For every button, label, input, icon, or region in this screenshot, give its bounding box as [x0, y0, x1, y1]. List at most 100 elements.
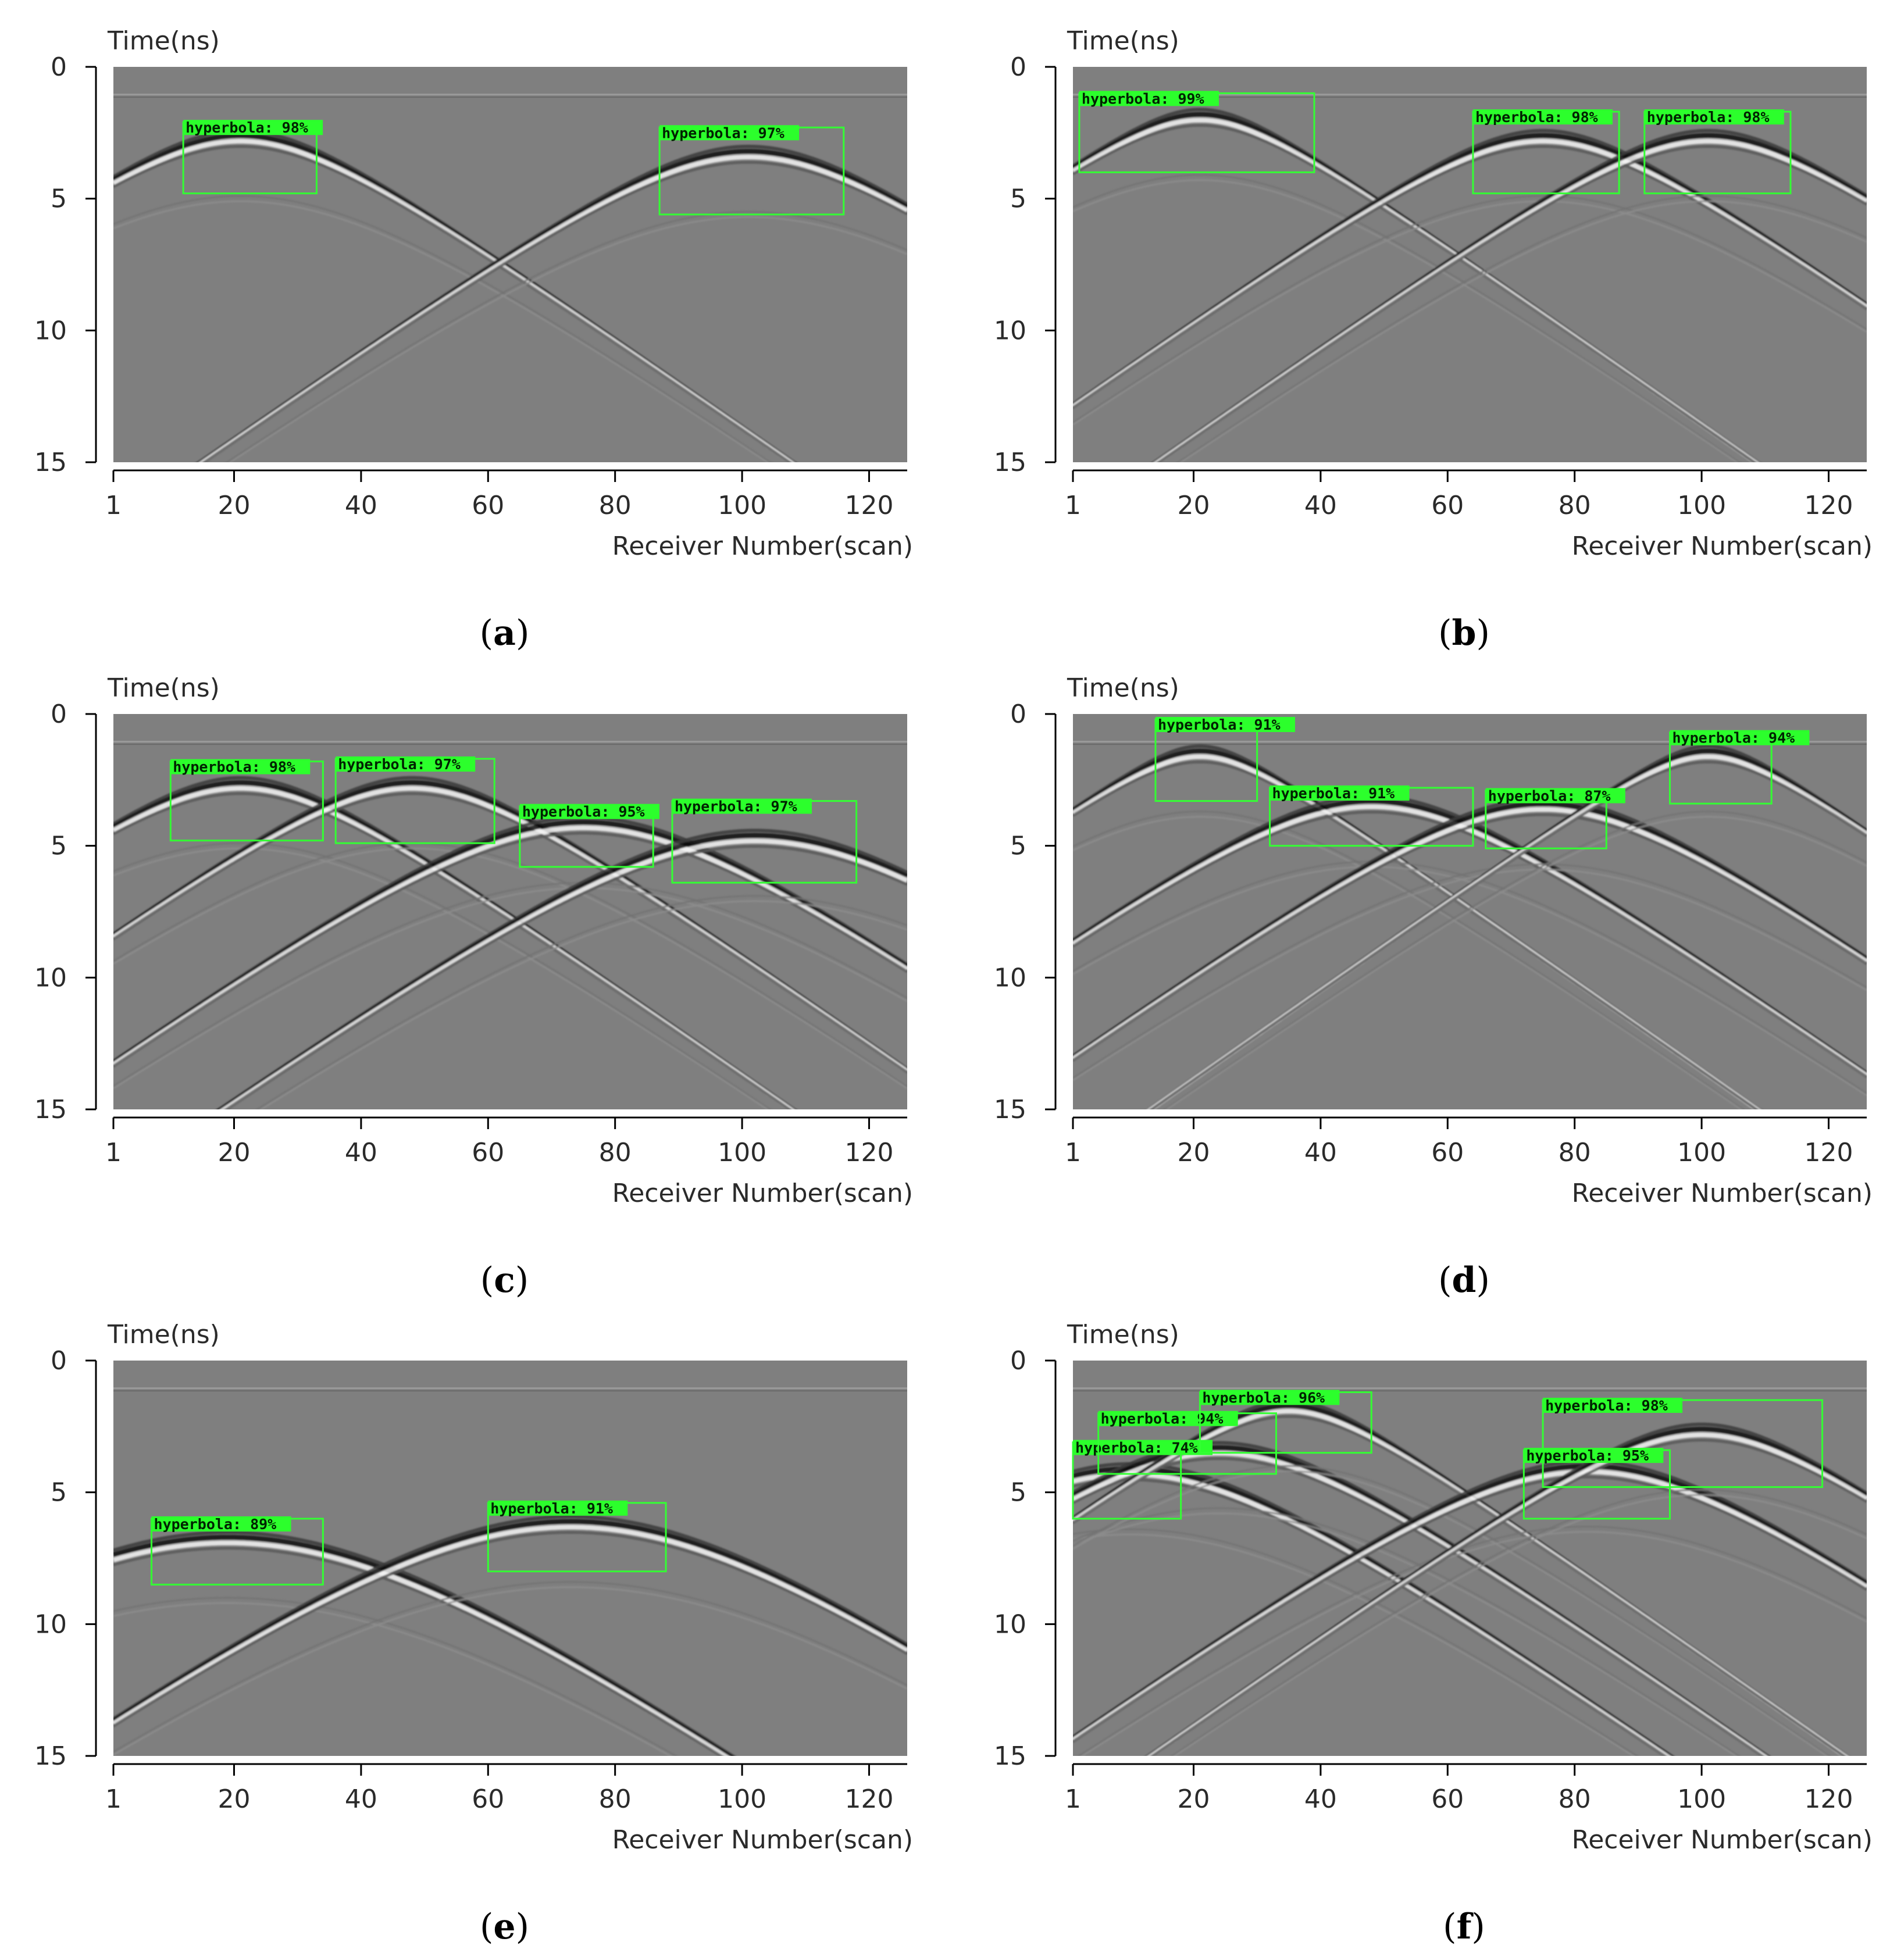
- hyperbola-curve: [1073, 1507, 1741, 1756]
- panel-caption: (e): [480, 1907, 529, 1947]
- hyperbola-curve: [1073, 1475, 1867, 1743]
- caption-paren-close: ): [1476, 613, 1489, 654]
- hyperbola-curve: [1073, 807, 1867, 1061]
- x-tick-label: 60: [1431, 491, 1464, 520]
- y-tick-label: 15: [994, 448, 1026, 477]
- y-axis-title: Time(ns): [1067, 26, 1179, 56]
- y-axis-title: Time(ns): [1067, 673, 1179, 703]
- hyperbola-curve: [1073, 174, 1741, 462]
- caption-paren-open: (: [480, 613, 493, 654]
- panel-c: hyperbola: 98% hyperbola: 97% hyperbola: 9…: [34, 673, 913, 1301]
- x-tick-label: 20: [217, 491, 250, 520]
- caption-paren-open: (: [1438, 613, 1452, 654]
- x-tick-label: 120: [1804, 491, 1853, 520]
- x-tick-label: 100: [718, 491, 766, 520]
- detection-label: hyperbola: 89%: [154, 1516, 277, 1533]
- detection-label: hyperbola: 87%: [1488, 787, 1611, 804]
- hyperbola-curve: [113, 825, 907, 1067]
- hyperbola-curve: [1073, 811, 1867, 1079]
- caption-paren-open: (: [1443, 1907, 1456, 1947]
- caption-paren-close: ): [1476, 1260, 1489, 1301]
- hyperbola-group: [113, 1515, 907, 1756]
- y-tick-label: 15: [994, 1095, 1026, 1124]
- x-tick-label: 1: [105, 1784, 122, 1814]
- detection-label: hyperbola: 98%: [1475, 109, 1598, 126]
- y-tick-label: 5: [1010, 831, 1026, 861]
- caption-paren-open: (: [480, 1907, 493, 1947]
- detection-label: hyperbola: 98%: [186, 119, 308, 136]
- detection-label: hyperbola: 91%: [1158, 716, 1281, 733]
- x-tick-label: 40: [1304, 491, 1337, 520]
- hyperbola-group: [1073, 108, 1867, 462]
- x-tick-label: 1: [1065, 1138, 1081, 1168]
- caption-letter: e: [493, 1907, 515, 1947]
- hyperbola-curve: [1163, 811, 1867, 1109]
- hyperbola-curve: [225, 210, 907, 462]
- hyperbola-curve: [1077, 1526, 1867, 1756]
- hyperbola-curve: [113, 145, 792, 462]
- hyperbola-curve: [113, 887, 907, 1090]
- x-tick-label: 20: [217, 1138, 250, 1168]
- caption-paren-close: ): [1471, 1907, 1485, 1947]
- y-tick-label: 5: [1010, 184, 1026, 214]
- hyperbola-curve: [113, 1525, 907, 1726]
- hyperbola-curve: [224, 845, 907, 1109]
- detection-label: hyperbola: 91%: [490, 1500, 613, 1517]
- x-tick-label: 100: [1677, 491, 1726, 520]
- hyperbola-curve: [1073, 866, 1867, 1097]
- x-tick-label: 1: [1065, 1784, 1081, 1814]
- y-tick-label: 15: [34, 448, 67, 477]
- hyperbola-curve: [1073, 804, 1867, 1078]
- caption-paren-close: ): [516, 1907, 529, 1947]
- hyperbola-curve: [1073, 200, 1867, 426]
- hyperbola-curve: [113, 1530, 736, 1756]
- y-tick-label: 10: [34, 963, 67, 993]
- panel-f: hyperbola: 74% hyperbola: 94% hyperbola: 9…: [994, 1320, 1873, 1947]
- detection-label: hyperbola: 98%: [1545, 1397, 1668, 1414]
- detection-label-bg: [1098, 1411, 1238, 1426]
- hyperbola-curve: [113, 1540, 729, 1756]
- x-axis-title: Receiver Number(scan): [1572, 1179, 1873, 1208]
- panel-e: hyperbola: 89% hyperbola: 91% 0 5 10 15 Time(n…: [34, 1320, 913, 1947]
- detection-label-bg: [1073, 1440, 1213, 1455]
- hyperbola-group: [1073, 1398, 1867, 1756]
- hyperbola-curve: [255, 895, 907, 1109]
- panel-caption: (a): [480, 613, 530, 654]
- detection-label-bg: [519, 804, 659, 819]
- hyperbola-curve: [113, 1547, 724, 1756]
- x-tick-label: 60: [1431, 1138, 1464, 1168]
- detection-label-bg: [1200, 1390, 1340, 1405]
- hyperbola-curve: [1179, 200, 1867, 462]
- x-tick-label: 120: [844, 1138, 893, 1168]
- detection-label: hyperbola: 98%: [1647, 109, 1770, 126]
- hyperbola-curve: [259, 900, 907, 1109]
- hyperbola-group: [113, 776, 907, 1109]
- x-tick-label: 60: [472, 491, 504, 520]
- y-tick-label: 5: [51, 184, 67, 214]
- hyperbola-curve: [1073, 195, 1867, 424]
- hyperbola-curve: [1150, 1438, 1867, 1756]
- detection-label: hyperbola: 74%: [1075, 1440, 1198, 1456]
- hyperbola-curve: [1073, 811, 1745, 1109]
- hyperbola-curve: [113, 1586, 907, 1756]
- x-tick-label: 60: [1431, 1784, 1464, 1814]
- y-axis-title: Time(ns): [1067, 1320, 1179, 1349]
- hyperbola-group: [113, 128, 907, 462]
- hyperbola-curve: [113, 1597, 678, 1756]
- hyperbola-curve: [1073, 1470, 1828, 1756]
- y-tick-label: 10: [994, 316, 1026, 345]
- caption-letter: f: [1457, 1907, 1474, 1947]
- x-axis-title: Receiver Number(scan): [612, 1825, 913, 1855]
- plot-background: [113, 714, 907, 1109]
- hyperbola-curve: [113, 1515, 907, 1720]
- caption-paren-close: ): [515, 1260, 529, 1301]
- detection-label: hyperbola: 98%: [173, 759, 295, 776]
- hyperbola-curve: [1073, 1478, 1667, 1756]
- hyperbola-curve: [1080, 1531, 1867, 1756]
- hyperbola-curve: [229, 216, 907, 462]
- detection-label-bg: [151, 1516, 291, 1531]
- x-axis-title: Receiver Number(scan): [1572, 531, 1873, 561]
- hyperbola-curve: [1073, 816, 1743, 1109]
- x-tick-label: 20: [217, 1784, 250, 1814]
- y-tick-label: 5: [51, 1478, 67, 1508]
